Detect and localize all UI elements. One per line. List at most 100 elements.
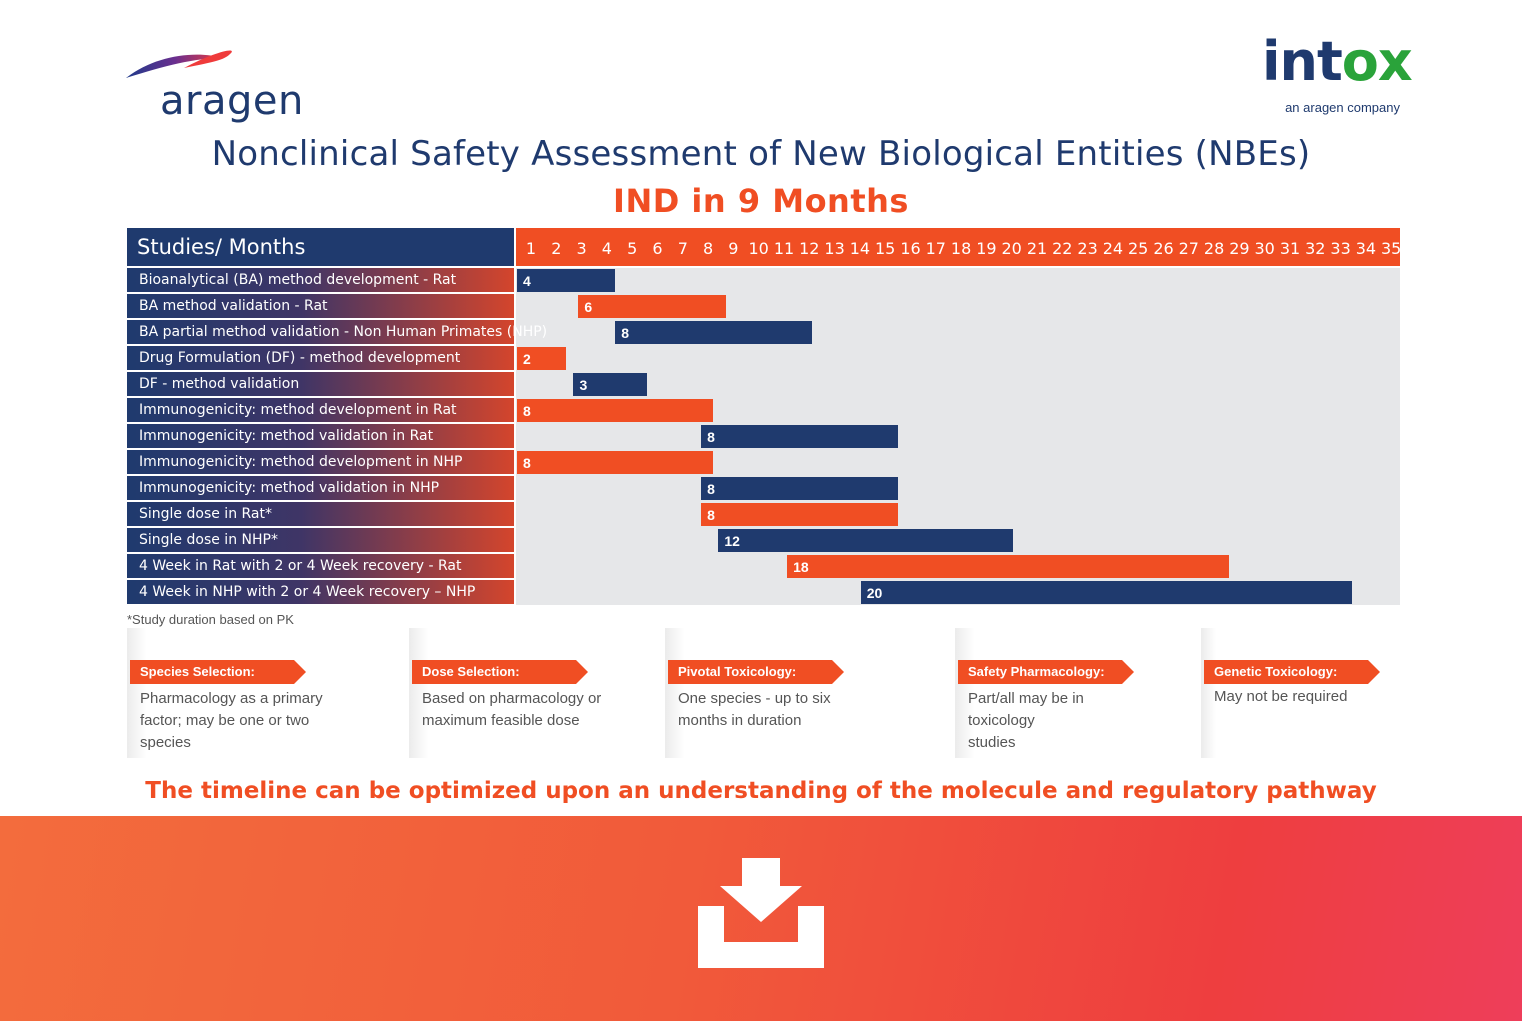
aragen-logo-text: aragen <box>160 78 304 124</box>
month-tick-label: 21 <box>1026 239 1048 258</box>
study-row-label: Immunogenicity: method validation in Rat <box>127 424 514 448</box>
month-tick-label: 25 <box>1128 239 1149 258</box>
month-tick-label: 6 <box>652 239 663 258</box>
month-tick-label: 2 <box>551 239 562 258</box>
study-duration-bar: 8 <box>701 425 898 448</box>
study-row-label: Immunogenicity: method validation in NHP <box>127 476 514 500</box>
card-text-line: One species - up to six <box>678 690 831 707</box>
month-tick-label: 3 <box>576 239 587 258</box>
study-row-label: 4 Week in NHP with 2 or 4 Week recovery … <box>127 580 514 604</box>
month-tick-label: 35 <box>1381 239 1402 258</box>
aragen-logo-swoosh <box>126 50 232 78</box>
study-row-label: DF - method validation <box>127 372 514 396</box>
month-tick-label: 34 <box>1355 239 1377 258</box>
month-tick-label: 5 <box>627 239 638 258</box>
month-tick-label: 36 <box>1406 239 1427 258</box>
study-duration-bar: 8 <box>615 321 812 344</box>
month-tick-label: 31 <box>1279 239 1301 258</box>
page-subtitle: IND in 9 Months <box>613 182 909 220</box>
study-duration-bar: 8 <box>701 477 898 500</box>
month-tick-label: 13 <box>824 239 845 258</box>
card-shadow <box>955 628 1195 758</box>
month-tick-label: 22 <box>1052 239 1073 258</box>
month-tick-label: 33 <box>1330 239 1351 258</box>
card-text-line: toxicology <box>968 712 1035 729</box>
card-shadow <box>665 628 905 758</box>
download-icon[interactable] <box>698 858 824 968</box>
info-card: Species Selection: Pharmacology as a prim… <box>127 628 367 758</box>
month-tick-label: 26 <box>1153 239 1174 258</box>
intox-logo-text-b: ox <box>1341 30 1413 93</box>
card-text: May not be required <box>1214 686 1347 708</box>
month-tick-label: 15 <box>875 239 896 258</box>
study-duration-bar: 8 <box>517 399 714 422</box>
study-duration-bar: 8 <box>701 503 898 526</box>
month-tick-label: 4 <box>601 239 612 258</box>
study-duration-bar: 18 <box>787 555 1230 578</box>
card-text-line: maximum feasible dose <box>422 712 580 729</box>
study-row-label: Bioanalytical (BA) method development - … <box>127 268 514 292</box>
card-text-line: Based on pharmacology or <box>422 690 602 707</box>
month-tick-label: 17 <box>925 239 946 258</box>
month-tick-label: 9 <box>728 239 739 258</box>
month-tick-label: 14 <box>849 239 871 258</box>
study-row-label: Single dose in Rat* <box>127 502 514 526</box>
intox-logo-text-a: int <box>1262 30 1343 93</box>
card-text-line: studies <box>968 734 1016 751</box>
study-duration-bar: 6 <box>578 295 726 318</box>
months-header-bar: 1 2 3 4 5 6 7 8 9 10 11 12 13 14 15 16 17 18 19 20 21 22 23 24 2… <box>516 228 1427 266</box>
month-tick-label: 1 <box>525 239 537 258</box>
card-text-line: factor; may be one or two <box>140 712 310 729</box>
study-duration-bar: 2 <box>517 347 567 370</box>
month-tick-label: 28 <box>1203 239 1225 258</box>
card-text-line: Pharmacology as a primary <box>140 690 323 707</box>
month-tick-label: 29 <box>1229 239 1250 258</box>
card-text-line: species <box>140 734 191 751</box>
footnote: *Study duration based on PK <box>127 612 294 627</box>
info-card: Pivotal Toxicology: One species - up to s… <box>665 628 905 758</box>
card-title: Dose Selection: <box>412 660 588 684</box>
card-title: Genetic Toxicology: <box>1204 660 1380 684</box>
month-tick-label: 11 <box>773 239 795 258</box>
card-text: Part/all may be in toxicology studies <box>968 688 1084 754</box>
tagline: The timeline can be optimized upon an un… <box>145 778 1377 804</box>
card-text: Pharmacology as a primary factor; may be … <box>140 688 323 754</box>
study-duration-bar: 12 <box>718 529 1013 552</box>
month-tick-label: 18 <box>950 239 972 258</box>
card-title: Safety Pharmacology: <box>958 660 1134 684</box>
card-text-line: Part/all may be in <box>968 690 1084 707</box>
card-text: Based on pharmacology or maximum feasible… <box>422 688 601 732</box>
study-duration-bar: 8 <box>517 451 714 474</box>
card-shadow <box>409 628 649 758</box>
study-row-label: Immunogenicity: method development in Ra… <box>127 398 514 422</box>
card-text-line: months in duration <box>678 712 802 729</box>
month-tick-label: 19 <box>976 239 997 258</box>
month-tick-label: 10 <box>748 239 769 258</box>
page-title: Nonclinical Safety Assessment of New Bio… <box>211 134 1311 174</box>
study-duration-bar: 4 <box>517 269 616 292</box>
month-tick-label: 32 <box>1305 239 1326 258</box>
info-card: Dose Selection: Based on pharmacology or m… <box>409 628 649 758</box>
study-row-label: Drug Formulation (DF) - method developme… <box>127 346 514 370</box>
month-tick-label: 30 <box>1254 239 1275 258</box>
month-tick-label: 7 <box>677 239 688 258</box>
study-row-label: BA method validation - Rat <box>127 294 514 318</box>
month-tick-label: 20 <box>1001 239 1022 258</box>
study-duration-bar: 20 <box>860 581 1352 604</box>
gantt-chart: Studies/ Months 1 2 3 4 5 6 7 8 9 10 11 12 13 14 15 16 1… <box>127 228 1427 605</box>
month-tick-label: 8 <box>703 239 714 258</box>
study-row-label: BA partial method validation - Non Human… <box>127 320 547 344</box>
info-card: Safety Pharmacology: Part/all may be in to… <box>955 628 1195 758</box>
study-row-label: 4 Week in Rat with 2 or 4 Week recovery … <box>127 554 514 578</box>
intox-logo: intox <box>1262 30 1413 93</box>
month-tick-label: 24 <box>1102 239 1124 258</box>
study-duration-bar: 3 <box>573 373 648 396</box>
study-row-label: Single dose in NHP* <box>127 528 514 552</box>
card-shadow <box>1201 628 1391 758</box>
info-card: Genetic Toxicology: May not be required <box>1201 628 1391 758</box>
study-row-label: Immunogenicity: method development in NH… <box>127 450 514 474</box>
month-tick-label: 27 <box>1178 239 1199 258</box>
card-text: One species - up to six months in duratio… <box>678 688 831 732</box>
intox-tagline: an aragen company <box>1285 100 1400 115</box>
card-title: Pivotal Toxicology: <box>668 660 844 684</box>
